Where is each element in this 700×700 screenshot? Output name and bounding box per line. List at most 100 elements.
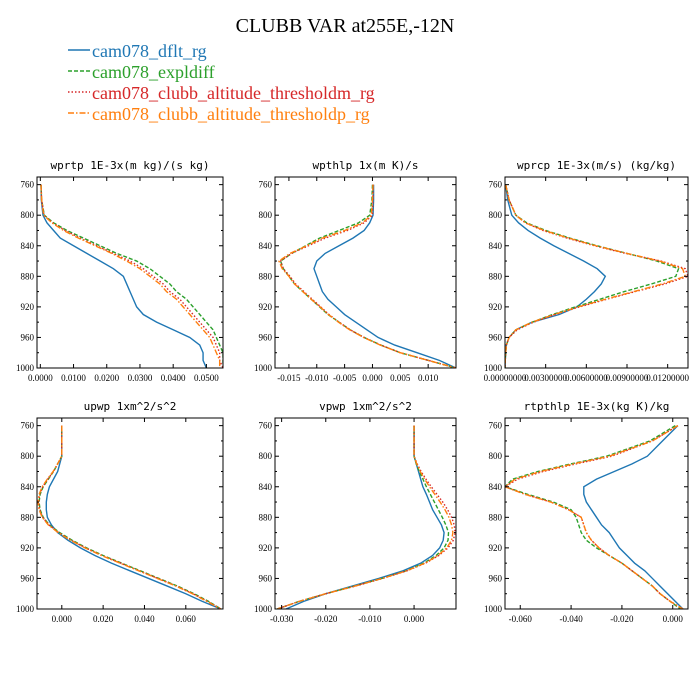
series-line-3	[505, 425, 684, 609]
x-tick-label: 0.0100	[61, 373, 86, 383]
y-tick-label: 760	[259, 421, 273, 431]
y-tick-label: 840	[21, 482, 35, 492]
y-tick-label: 920	[489, 543, 503, 553]
y-tick-label: 800	[489, 451, 503, 461]
x-tick-label: 0.020	[93, 614, 114, 624]
legend: cam078_dflt_rg cam078_expldiff cam078_cl…	[68, 41, 375, 124]
panel-4: vpwp 1xm^2/s^27608008408809209601000-0.0…	[254, 400, 457, 624]
series-line-1	[505, 425, 681, 609]
series-line-2	[37, 425, 222, 609]
y-tick-label: 1000	[16, 363, 35, 373]
x-tick-label: 0.060	[176, 614, 197, 624]
series-line-0	[40, 184, 208, 368]
x-tick-label: 0.010	[418, 373, 439, 383]
x-tick-label: -0.020	[610, 614, 634, 624]
y-tick-label: 880	[489, 271, 503, 281]
y-tick-label: 800	[259, 210, 273, 220]
x-tick-label: -0.040	[559, 614, 583, 624]
x-tick-label: -0.020	[314, 614, 338, 624]
y-tick-label: 880	[259, 271, 273, 281]
series-line-1	[505, 184, 680, 368]
x-tick-label: 0.000	[663, 614, 684, 624]
x-tick-label: -0.030	[270, 614, 294, 624]
series-line-1	[276, 425, 450, 609]
y-tick-label: 880	[21, 271, 35, 281]
series-line-1	[38, 425, 222, 609]
x-tick-label: 0.00900000	[606, 373, 649, 383]
series-line-0	[45, 425, 222, 609]
panel-title: rtpthlp 1E-3x(kg K)/kg	[524, 400, 670, 413]
x-tick-label: -0.010	[305, 373, 329, 383]
x-tick-label: 0.01200000	[646, 373, 689, 383]
x-tick-label: 0.00600000	[565, 373, 608, 383]
plot-frame	[504, 176, 689, 369]
y-tick-label: 920	[21, 543, 35, 553]
y-tick-label: 960	[21, 573, 35, 583]
panel-title: wprtp 1E-3x(m kg)/(s kg)	[51, 159, 210, 172]
y-tick-label: 760	[21, 421, 35, 431]
series-line-3	[37, 425, 222, 609]
y-tick-label: 960	[489, 573, 503, 583]
panel-title: wpthlp 1x(m K)/s	[313, 159, 419, 172]
series-line-2	[505, 184, 688, 368]
legend-label-1: cam078_expldiff	[92, 62, 215, 82]
series-line-0	[505, 184, 607, 368]
y-tick-label: 1000	[484, 604, 503, 614]
y-tick-label: 960	[21, 332, 35, 342]
x-tick-label: 0.00000000	[484, 373, 527, 383]
x-tick-label: 0.0500	[194, 373, 219, 383]
y-tick-label: 1000	[16, 604, 35, 614]
x-tick-label: 0.000	[362, 373, 383, 383]
series-line-3	[278, 184, 456, 368]
plot-frame	[274, 417, 457, 610]
x-tick-label: 0.0300	[128, 373, 153, 383]
y-tick-label: 840	[259, 241, 273, 251]
x-tick-label: 0.00300000	[524, 373, 567, 383]
series-line-3	[40, 184, 221, 368]
panel-title: vpwp 1xm^2/s^2	[319, 400, 412, 413]
y-tick-label: 960	[259, 573, 273, 583]
y-tick-label: 800	[21, 210, 35, 220]
series-line-0	[285, 425, 445, 609]
series-line-3	[505, 184, 687, 368]
panel-5: rtpthlp 1E-3x(kg K)/kg 760 800 840 880 920 960…	[484, 400, 689, 624]
y-tick-label: 760	[489, 180, 503, 190]
plot-frame	[36, 417, 224, 610]
y-tick-label: 960	[259, 332, 273, 342]
x-tick-label: -0.015	[277, 373, 301, 383]
y-tick-label: 880	[21, 512, 35, 522]
panel-title: upwp 1xm^2/s^2	[84, 400, 177, 413]
legend-label-3: cam078_clubb_altitude_thresholdp_rg	[92, 104, 370, 124]
y-tick-label: 1000	[254, 363, 273, 373]
x-tick-label: 0.0400	[161, 373, 186, 383]
x-tick-label: 0.000	[52, 614, 73, 624]
y-tick-label: 840	[259, 482, 273, 492]
x-tick-label: 0.000	[404, 614, 425, 624]
panel-0: wprtp 1E-3x(m kg)/(s kg) 760 800 840 880 920 9…	[16, 159, 224, 383]
y-tick-label: 840	[21, 241, 35, 251]
legend-label-0: cam078_dflt_rg	[92, 41, 207, 61]
y-tick-label: 760	[489, 421, 503, 431]
y-tick-label: 800	[489, 210, 503, 220]
y-tick-label: 1000	[484, 363, 503, 373]
y-tick-label: 920	[21, 302, 35, 312]
panel-title: wprcp 1E-3x(m/s) (kg/kg)	[517, 159, 676, 172]
series-line-0	[583, 425, 684, 609]
series-line-1	[279, 184, 456, 368]
plot-frame	[274, 176, 457, 369]
series-line-2	[276, 425, 456, 609]
y-tick-label: 920	[489, 302, 503, 312]
y-tick-label: 880	[259, 512, 273, 522]
x-tick-label: 0.005	[390, 373, 411, 383]
x-tick-label: -0.005	[333, 373, 357, 383]
y-tick-label: 920	[259, 302, 273, 312]
panels: wprtp 1E-3x(m kg)/(s kg) 760 800 840 880 920 9…	[16, 159, 690, 624]
y-tick-label: 880	[489, 512, 503, 522]
series-line-1	[40, 184, 223, 368]
panel-2: wprcp 1E-3x(m/s) (kg/kg) 760 800 840 880 920 9…	[484, 159, 690, 383]
x-tick-label: -0.060	[509, 614, 533, 624]
y-tick-label: 760	[21, 180, 35, 190]
y-tick-label: 840	[489, 482, 503, 492]
panel-1: wpthlp 1x(m K)/s 760 800 840 880 920 960 1000 -0…	[254, 159, 457, 383]
